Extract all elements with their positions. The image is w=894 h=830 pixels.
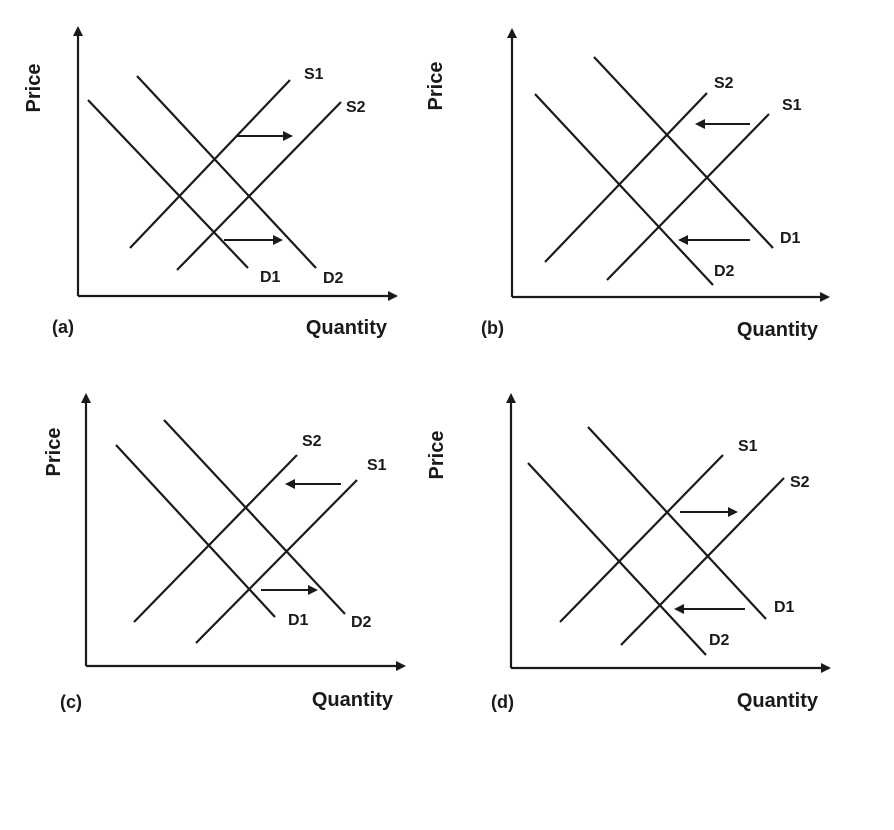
- s2-label: S2: [714, 75, 734, 92]
- demand-curve-d1: [587, 426, 767, 620]
- x-axis-label: Quantity: [306, 317, 388, 339]
- demand-curve-d2: [527, 462, 707, 656]
- s1-label: S1: [367, 457, 387, 474]
- panel-a: Price Quantity (a) D1 D2 S1 S2: [23, 26, 398, 339]
- d2-label: D2: [323, 270, 344, 287]
- panel-label: (d): [491, 692, 514, 712]
- panel-b: Price Quantity (b) D2 D1 S2 S1: [425, 28, 830, 341]
- s1-label: S1: [738, 438, 758, 455]
- x-axis-label: Quantity: [737, 319, 819, 341]
- supply-curve-s1: [606, 113, 770, 281]
- demand-curve-d1: [87, 99, 249, 269]
- x-axis-label: Quantity: [737, 690, 819, 712]
- panel-label: (c): [60, 692, 82, 712]
- d1-label: D1: [774, 599, 795, 616]
- y-axis-label: Price: [23, 64, 45, 113]
- d2-label: D2: [714, 263, 735, 280]
- d1-label: D1: [260, 269, 281, 286]
- y-axis-label: Price: [426, 431, 448, 480]
- y-axis-label: Price: [425, 62, 447, 111]
- demand-curve-d1: [593, 56, 774, 249]
- supply-curve-s2: [133, 454, 298, 623]
- supply-curve-s2: [176, 101, 342, 271]
- supply-curve-s1: [559, 454, 724, 623]
- s2-label: S2: [790, 474, 810, 491]
- panel-label: (b): [481, 318, 504, 338]
- s1-label: S1: [304, 66, 324, 83]
- y-axis-label: Price: [43, 428, 65, 477]
- s1-label: S1: [782, 97, 802, 114]
- panel-label: (a): [52, 317, 74, 337]
- panel-c: Price Quantity (c) D1 D2 S2 S1: [43, 393, 406, 712]
- demand-curve-d1: [115, 444, 276, 618]
- x-axis-label: Quantity: [312, 689, 394, 711]
- supply-curve-s2: [620, 477, 785, 646]
- supply-curve-s2: [544, 92, 708, 263]
- supply-curve-s1: [129, 79, 291, 249]
- d1-label: D1: [780, 230, 801, 247]
- s2-label: S2: [302, 433, 322, 450]
- demand-curve-d2: [136, 75, 317, 269]
- supply-curve-s1: [195, 479, 358, 644]
- s2-label: S2: [346, 99, 366, 116]
- demand-curve-d2: [534, 93, 714, 286]
- demand-curve-d2: [163, 419, 346, 615]
- d1-label: D1: [288, 612, 309, 629]
- d2-label: D2: [351, 614, 372, 631]
- d2-label: D2: [709, 632, 730, 649]
- panel-d: Price Quantity (d) D2 D1 S1 S2: [426, 393, 831, 712]
